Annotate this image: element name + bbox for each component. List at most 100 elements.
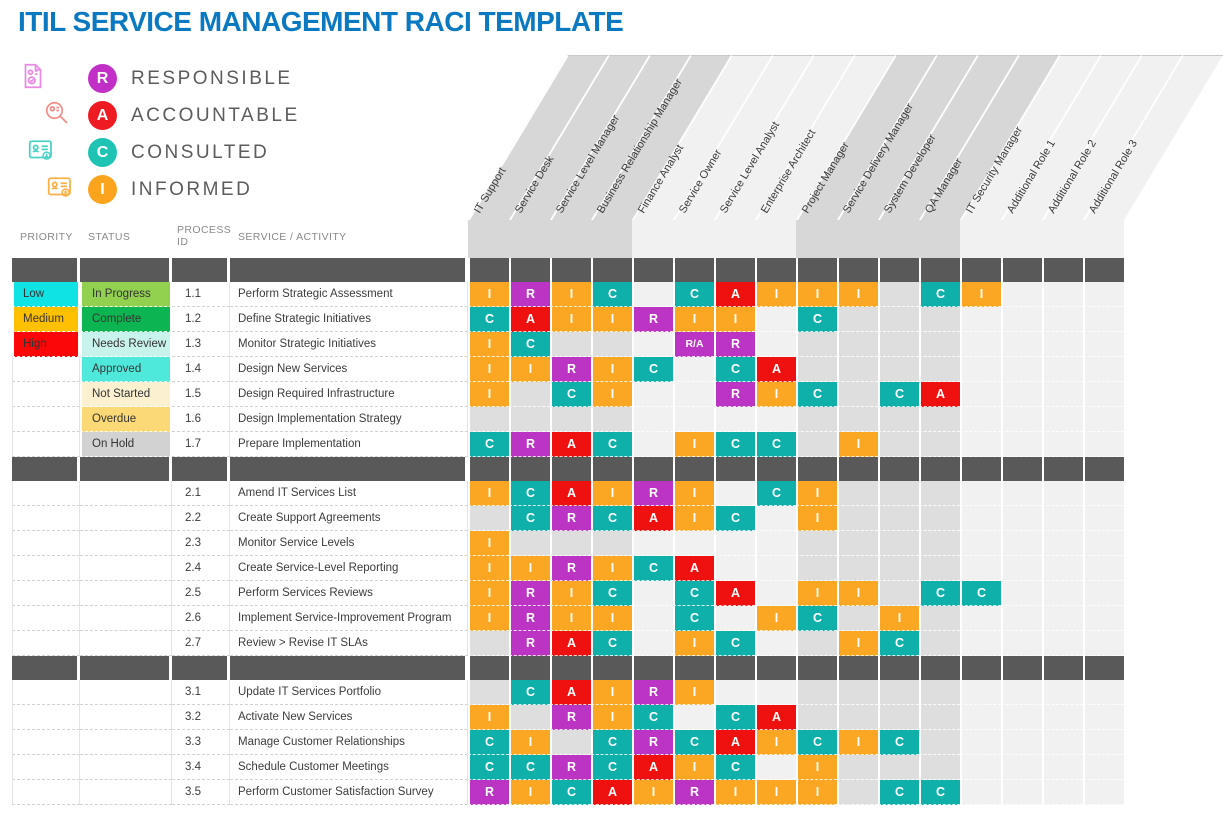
raci-cell[interactable] (837, 407, 878, 432)
process-id-cell[interactable]: 1.2 (172, 307, 230, 332)
raci-cell[interactable] (468, 506, 509, 531)
raci-cell[interactable] (837, 506, 878, 531)
raci-cell[interactable]: C (714, 506, 755, 531)
raci-cell[interactable] (919, 705, 960, 730)
raci-cell[interactable]: C (714, 432, 755, 457)
raci-cell[interactable]: I (714, 780, 755, 805)
raci-cell[interactable] (632, 282, 673, 307)
service-activity-cell[interactable]: Define Strategic Initiatives (230, 307, 468, 332)
raci-cell[interactable]: R (509, 606, 550, 631)
raci-cell[interactable] (960, 780, 1001, 805)
priority-cell[interactable] (12, 705, 80, 730)
raci-cell[interactable] (673, 357, 714, 382)
raci-cell[interactable]: C (509, 332, 550, 357)
raci-cell[interactable]: R (632, 481, 673, 506)
status-cell[interactable] (80, 730, 172, 755)
raci-cell[interactable]: R (509, 282, 550, 307)
raci-cell[interactable]: C (591, 506, 632, 531)
service-activity-cell[interactable]: Prepare Implementation (230, 432, 468, 457)
raci-cell[interactable] (632, 531, 673, 556)
raci-cell[interactable] (960, 755, 1001, 780)
raci-cell[interactable] (1001, 382, 1042, 407)
raci-cell[interactable]: I (796, 755, 837, 780)
raci-cell[interactable]: I (509, 780, 550, 805)
raci-cell[interactable] (796, 357, 837, 382)
process-id-cell[interactable]: 2.4 (172, 556, 230, 581)
priority-cell[interactable] (12, 730, 80, 755)
raci-cell[interactable] (673, 382, 714, 407)
raci-cell[interactable] (878, 556, 919, 581)
raci-cell[interactable] (878, 432, 919, 457)
raci-cell[interactable]: R (509, 631, 550, 656)
raci-cell[interactable]: C (632, 705, 673, 730)
raci-cell[interactable]: R (632, 680, 673, 705)
status-cell[interactable] (80, 705, 172, 730)
raci-cell[interactable]: C (509, 680, 550, 705)
raci-cell[interactable]: I (837, 730, 878, 755)
raci-cell[interactable]: I (796, 581, 837, 606)
raci-cell[interactable]: I (837, 631, 878, 656)
raci-cell[interactable] (1001, 407, 1042, 432)
raci-cell[interactable] (878, 581, 919, 606)
raci-cell[interactable]: I (755, 282, 796, 307)
raci-cell[interactable]: I (673, 506, 714, 531)
raci-cell[interactable] (1083, 307, 1124, 332)
raci-cell[interactable]: C (878, 780, 919, 805)
raci-cell[interactable]: R (632, 307, 673, 332)
raci-cell[interactable]: R (673, 780, 714, 805)
raci-cell[interactable] (796, 531, 837, 556)
raci-cell[interactable] (837, 382, 878, 407)
raci-cell[interactable]: I (550, 606, 591, 631)
process-id-cell[interactable]: 3.5 (172, 780, 230, 805)
raci-cell[interactable]: C (919, 581, 960, 606)
priority-cell[interactable] (12, 581, 80, 606)
raci-cell[interactable]: C (796, 730, 837, 755)
raci-cell[interactable]: C (960, 581, 1001, 606)
raci-cell[interactable]: I (673, 432, 714, 457)
raci-cell[interactable] (837, 705, 878, 730)
raci-cell[interactable] (960, 481, 1001, 506)
raci-cell[interactable] (960, 705, 1001, 730)
raci-cell[interactable] (919, 631, 960, 656)
status-cell[interactable]: In Progress (80, 282, 172, 307)
status-cell[interactable] (80, 581, 172, 606)
raci-cell[interactable] (509, 705, 550, 730)
raci-cell[interactable] (550, 332, 591, 357)
raci-cell[interactable]: I (550, 282, 591, 307)
priority-cell[interactable] (12, 755, 80, 780)
raci-cell[interactable] (1001, 730, 1042, 755)
raci-cell[interactable]: I (632, 780, 673, 805)
raci-cell[interactable] (1083, 357, 1124, 382)
raci-cell[interactable] (632, 382, 673, 407)
raci-cell[interactable]: A (550, 432, 591, 457)
raci-cell[interactable] (1001, 780, 1042, 805)
raci-cell[interactable] (714, 531, 755, 556)
raci-cell[interactable] (796, 407, 837, 432)
process-id-cell[interactable]: 2.3 (172, 531, 230, 556)
raci-cell[interactable]: C (796, 307, 837, 332)
service-activity-cell[interactable]: Amend IT Services List (230, 481, 468, 506)
raci-cell[interactable]: C (714, 755, 755, 780)
raci-cell[interactable]: I (591, 606, 632, 631)
raci-cell[interactable] (632, 606, 673, 631)
raci-cell[interactable] (796, 432, 837, 457)
priority-cell[interactable] (12, 506, 80, 531)
raci-cell[interactable] (837, 556, 878, 581)
raci-cell[interactable] (1083, 407, 1124, 432)
process-id-cell[interactable]: 1.5 (172, 382, 230, 407)
raci-cell[interactable]: I (673, 307, 714, 332)
raci-cell[interactable]: C (509, 755, 550, 780)
raci-cell[interactable]: R (509, 432, 550, 457)
raci-cell[interactable] (755, 680, 796, 705)
raci-cell[interactable] (878, 357, 919, 382)
priority-cell[interactable]: Medium (12, 307, 80, 332)
raci-cell[interactable] (878, 481, 919, 506)
raci-cell[interactable] (1001, 606, 1042, 631)
raci-cell[interactable]: C (755, 432, 796, 457)
raci-cell[interactable] (755, 332, 796, 357)
raci-cell[interactable] (837, 780, 878, 805)
raci-cell[interactable] (1042, 307, 1083, 332)
raci-cell[interactable] (755, 531, 796, 556)
raci-cell[interactable]: C (591, 282, 632, 307)
raci-cell[interactable]: I (796, 282, 837, 307)
